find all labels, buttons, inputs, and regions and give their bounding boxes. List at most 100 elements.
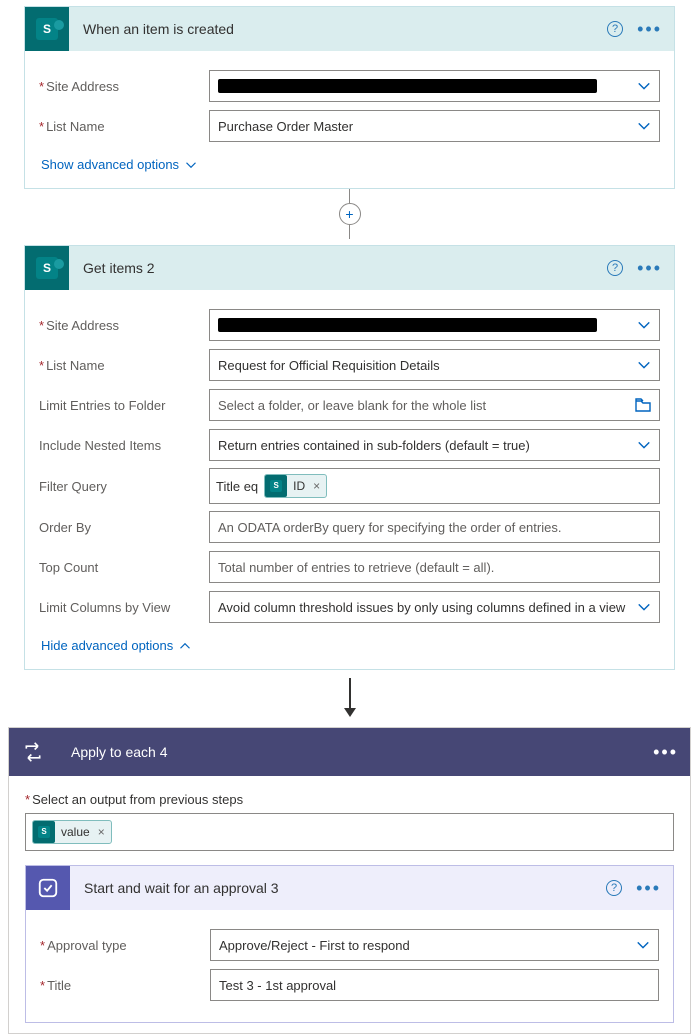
card-title: Apply to each 4 bbox=[57, 744, 653, 760]
field-label: Limit Entries to Folder bbox=[39, 398, 165, 413]
card-header[interactable]: Apply to each 4 ••• bbox=[9, 728, 690, 776]
field-value: Purchase Order Master bbox=[218, 119, 353, 134]
token-label: value bbox=[61, 825, 90, 839]
filter-query-input[interactable]: Title eq S ID × bbox=[209, 468, 660, 504]
field-label: Filter Query bbox=[39, 479, 107, 494]
approval-icon bbox=[26, 866, 70, 910]
field-value: Avoid column threshold issues by only us… bbox=[218, 600, 625, 615]
card-menu-icon[interactable]: ••• bbox=[653, 742, 678, 763]
card-header[interactable]: S When an item is created ? ••• bbox=[25, 7, 674, 51]
field-order-by: Order By An ODATA orderBy query for spec… bbox=[39, 510, 660, 544]
card-body: *Site Address *List Name Request for Off… bbox=[25, 290, 674, 669]
include-nested-dropdown[interactable]: Return entries contained in sub-folders … bbox=[209, 429, 660, 461]
connector-add-step: + bbox=[24, 189, 675, 239]
chevron-down-icon bbox=[637, 79, 651, 93]
trigger-card-when-item-created: S When an item is created ? ••• *Site Ad… bbox=[24, 6, 675, 189]
site-address-dropdown[interactable] bbox=[209, 309, 660, 341]
top-count-input[interactable]: Total number of entries to retrieve (def… bbox=[209, 551, 660, 583]
advanced-toggle-label: Show advanced options bbox=[41, 157, 179, 172]
field-placeholder: Select a folder, or leave blank for the … bbox=[218, 398, 486, 413]
chevron-down-icon bbox=[637, 119, 651, 133]
token-remove-icon[interactable]: × bbox=[98, 825, 105, 839]
dynamic-token-id[interactable]: S ID × bbox=[264, 474, 327, 498]
field-label: Approval type bbox=[47, 938, 127, 953]
card-header[interactable]: S Get items 2 ? ••• bbox=[25, 246, 674, 290]
field-label: Top Count bbox=[39, 560, 98, 575]
action-card-get-items-2: S Get items 2 ? ••• *Site Address *List … bbox=[24, 245, 675, 670]
field-label: Site Address bbox=[46, 318, 119, 333]
card-menu-icon[interactable]: ••• bbox=[637, 263, 662, 273]
field-label: List Name bbox=[46, 119, 105, 134]
card-title: When an item is created bbox=[69, 21, 607, 37]
field-label: Limit Columns by View bbox=[39, 600, 170, 615]
field-placeholder: Total number of entries to retrieve (def… bbox=[218, 560, 494, 575]
field-include-nested: Include Nested Items Return entries cont… bbox=[39, 428, 660, 462]
add-step-button[interactable]: + bbox=[339, 203, 361, 225]
filter-prefix-text: Title eq bbox=[216, 479, 258, 494]
show-advanced-options-link[interactable]: Show advanced options bbox=[39, 149, 199, 174]
field-value: Approve/Reject - First to respond bbox=[219, 938, 410, 953]
field-label: Include Nested Items bbox=[39, 438, 161, 453]
field-limit-columns: Limit Columns by View Avoid column thres… bbox=[39, 590, 660, 624]
dynamic-token-value[interactable]: S value × bbox=[32, 820, 112, 844]
field-list-name: *List Name Purchase Order Master bbox=[39, 109, 660, 143]
advanced-toggle-label: Hide advanced options bbox=[41, 638, 173, 653]
token-remove-icon[interactable]: × bbox=[313, 479, 320, 493]
limit-columns-dropdown[interactable]: Avoid column threshold issues by only us… bbox=[209, 591, 660, 623]
loop-icon bbox=[9, 728, 57, 776]
select-output-input[interactable]: S value × bbox=[25, 813, 674, 851]
card-title: Get items 2 bbox=[69, 260, 607, 276]
card-menu-icon[interactable]: ••• bbox=[636, 883, 661, 893]
field-value: Request for Official Requisition Details bbox=[218, 358, 440, 373]
approval-card: Start and wait for an approval 3 ? ••• *… bbox=[25, 865, 674, 1023]
field-site-address: *Site Address bbox=[39, 69, 660, 103]
redacted-value bbox=[218, 318, 597, 332]
connector-arrow bbox=[0, 678, 699, 717]
select-output-label: *Select an output from previous steps bbox=[25, 792, 674, 807]
field-title: *Title Test 3 - 1st approval bbox=[40, 968, 659, 1002]
field-approval-type: *Approval type Approve/Reject - First to… bbox=[40, 928, 659, 962]
card-title: Start and wait for an approval 3 bbox=[70, 880, 606, 896]
chevron-up-icon bbox=[179, 640, 191, 652]
hide-advanced-options-link[interactable]: Hide advanced options bbox=[39, 630, 193, 655]
card-body: *Select an output from previous steps S … bbox=[9, 776, 690, 1033]
chevron-down-icon bbox=[637, 318, 651, 332]
list-name-dropdown[interactable]: Request for Official Requisition Details bbox=[209, 349, 660, 381]
field-list-name: *List Name Request for Official Requisit… bbox=[39, 348, 660, 382]
field-label: List Name bbox=[46, 358, 105, 373]
card-header[interactable]: Start and wait for an approval 3 ? ••• bbox=[26, 866, 673, 910]
card-body: *Site Address *List Name Purchase Order … bbox=[25, 51, 674, 188]
field-limit-folder: Limit Entries to Folder Select a folder,… bbox=[39, 388, 660, 422]
chevron-down-icon bbox=[637, 358, 651, 372]
field-top-count: Top Count Total number of entries to ret… bbox=[39, 550, 660, 584]
approval-type-dropdown[interactable]: Approve/Reject - First to respond bbox=[210, 929, 659, 961]
token-label: ID bbox=[293, 479, 305, 493]
field-filter-query: Filter Query Title eq S ID × bbox=[39, 468, 660, 504]
field-label: Title bbox=[47, 978, 71, 993]
chevron-down-icon bbox=[637, 438, 651, 452]
sharepoint-icon: S bbox=[25, 246, 69, 290]
card-body: *Approval type Approve/Reject - First to… bbox=[26, 910, 673, 1022]
list-name-dropdown[interactable]: Purchase Order Master bbox=[209, 110, 660, 142]
chevron-down-icon bbox=[185, 159, 197, 171]
card-menu-icon[interactable]: ••• bbox=[637, 24, 662, 34]
order-by-input[interactable]: An ODATA orderBy query for specifying th… bbox=[209, 511, 660, 543]
sharepoint-token-icon: S bbox=[33, 821, 55, 843]
site-address-dropdown[interactable] bbox=[209, 70, 660, 102]
limit-folder-input[interactable]: Select a folder, or leave blank for the … bbox=[209, 389, 660, 421]
sharepoint-icon: S bbox=[25, 7, 69, 51]
title-input[interactable]: Test 3 - 1st approval bbox=[210, 969, 659, 1001]
help-icon[interactable]: ? bbox=[607, 260, 623, 276]
sharepoint-token-icon: S bbox=[265, 475, 287, 497]
chevron-down-icon bbox=[637, 600, 651, 614]
field-placeholder: An ODATA orderBy query for specifying th… bbox=[218, 520, 561, 535]
folder-icon bbox=[635, 398, 651, 412]
chevron-down-icon bbox=[636, 938, 650, 952]
field-site-address: *Site Address bbox=[39, 308, 660, 342]
help-icon[interactable]: ? bbox=[607, 21, 623, 37]
field-value: Test 3 - 1st approval bbox=[219, 978, 336, 993]
field-value: Return entries contained in sub-folders … bbox=[218, 438, 530, 453]
help-icon[interactable]: ? bbox=[606, 880, 622, 896]
redacted-value bbox=[218, 79, 597, 93]
field-label: Site Address bbox=[46, 79, 119, 94]
